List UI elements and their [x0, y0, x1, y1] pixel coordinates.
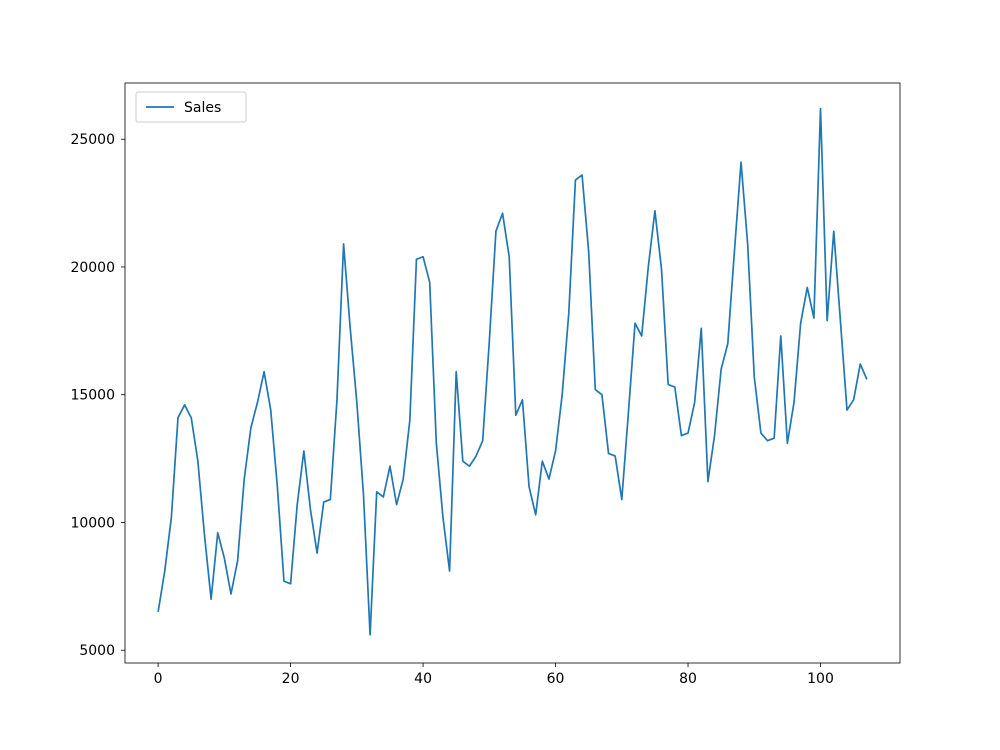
legend: Sales	[136, 92, 246, 122]
sales-line-chart: 0 20 40 60 80 100 5000 10000 15000 20000 25000 Sale…	[0, 0, 1000, 750]
y-tick-label: 10000	[70, 515, 115, 531]
y-tick-label: 20000	[70, 260, 115, 276]
y-tick-label: 5000	[79, 643, 115, 659]
x-tick-label: 20	[282, 671, 300, 687]
x-tick-label: 40	[414, 671, 432, 687]
y-tick-label: 15000	[70, 388, 115, 404]
x-tick-label: 80	[679, 671, 697, 687]
legend-label: Sales	[184, 100, 221, 116]
x-tick-label: 0	[154, 671, 163, 687]
x-tick-label: 100	[807, 671, 834, 687]
chart-container: 0 20 40 60 80 100 5000 10000 15000 20000 25000 Sale…	[0, 0, 1000, 750]
x-tick-label: 60	[547, 671, 565, 687]
y-tick-label: 25000	[70, 132, 115, 148]
